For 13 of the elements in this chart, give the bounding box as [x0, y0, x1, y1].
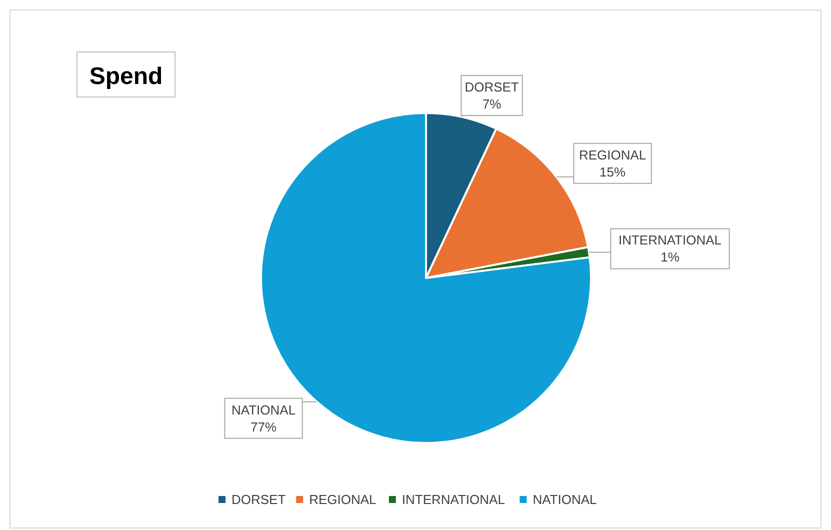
slice-label: DORSET [464, 80, 519, 95]
legend-label: INTERNATIONAL [402, 492, 505, 507]
data-label: 15% [600, 164, 626, 180]
legend-label: REGIONAL [309, 492, 376, 507]
data-label: 1% [660, 250, 680, 265]
data-label: 7% [482, 96, 502, 112]
data-label: 77% [250, 419, 277, 434]
chart-title: Spend [89, 63, 163, 90]
slice-label: NATIONAL [232, 402, 296, 418]
slice-label: REGIONAL [578, 147, 646, 162]
slice-label: INTERNATIONAL [618, 232, 722, 248]
legend-label: NATIONAL [532, 492, 597, 507]
legend-label: DORSET [232, 492, 286, 507]
